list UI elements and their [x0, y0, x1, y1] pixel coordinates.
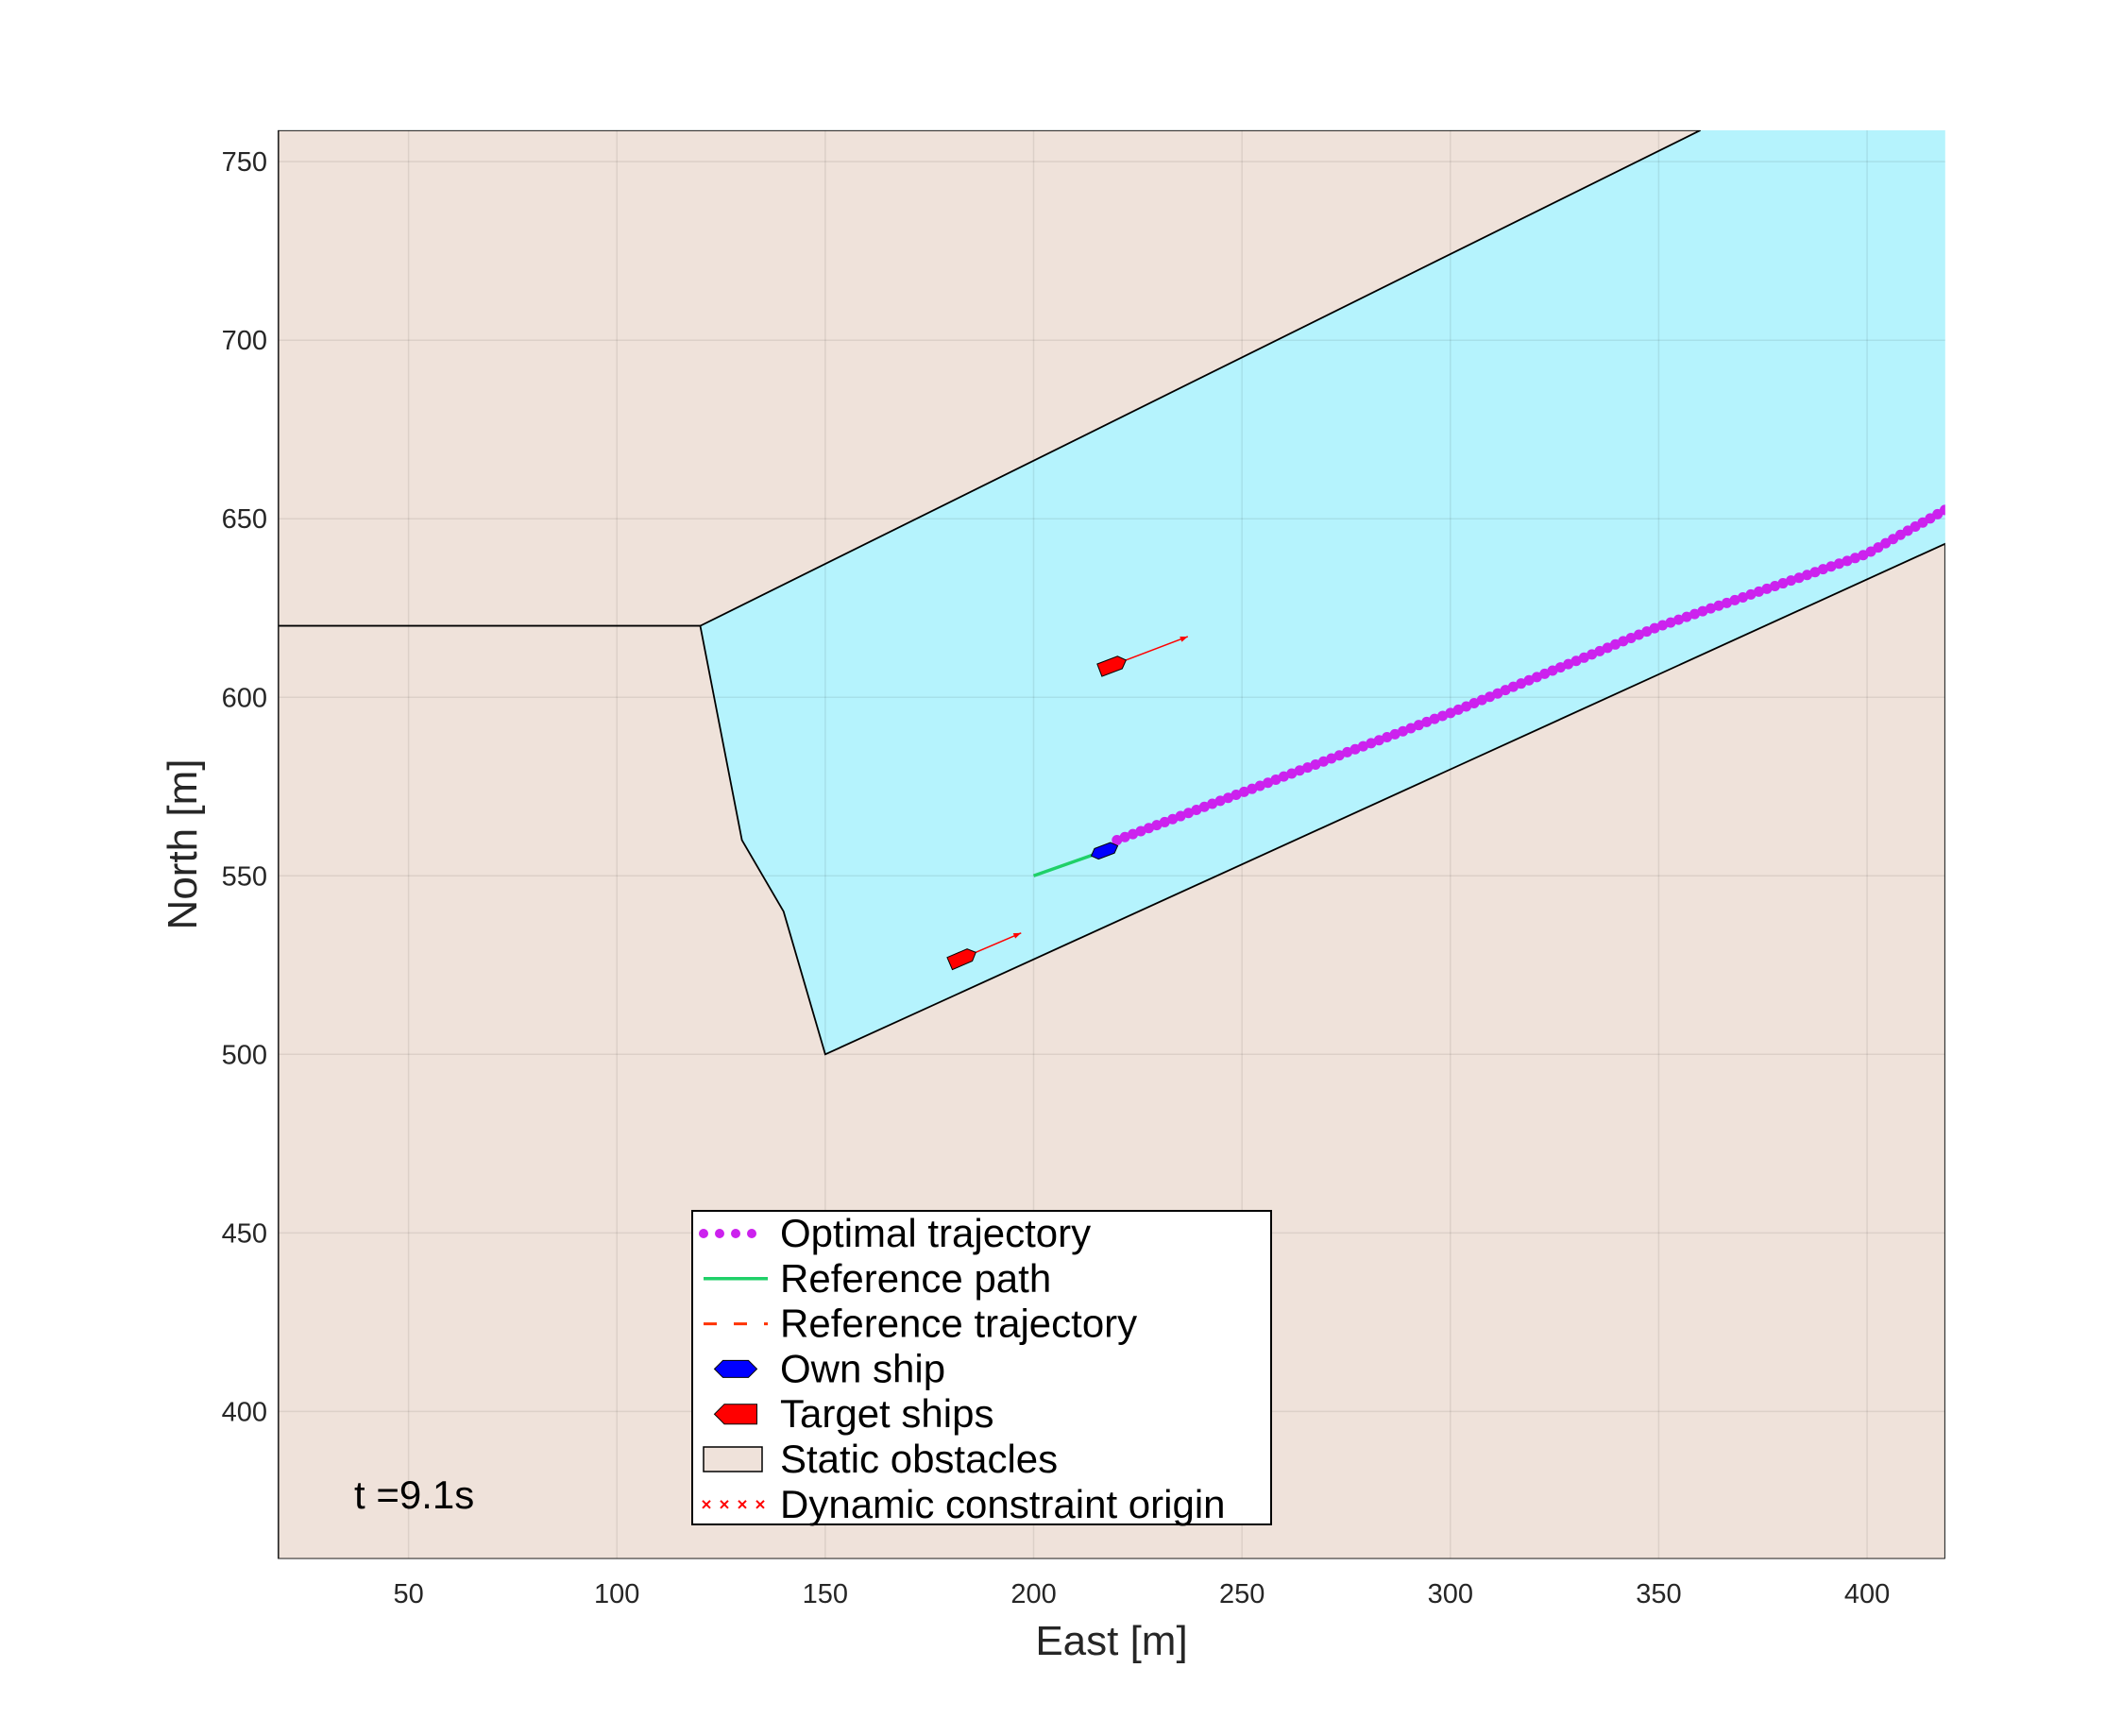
- legend-swatch: [738, 1500, 747, 1509]
- legend-swatch: [702, 1500, 711, 1509]
- own-ship: [1090, 842, 1119, 860]
- x-tick-label: 300: [1428, 1579, 1473, 1609]
- legend-swatch: [703, 1446, 763, 1472]
- legend-swatch: [755, 1500, 765, 1509]
- target-arrowhead: [1012, 932, 1022, 939]
- x-tick-label: 200: [1010, 1579, 1056, 1609]
- time-annotation: t =9.1s: [354, 1472, 474, 1517]
- legend-label: Static obstacles: [780, 1437, 1058, 1481]
- x-axis-label: East [m]: [1035, 1618, 1187, 1664]
- legend-box: [691, 1210, 1272, 1525]
- y-tick-label: 650: [222, 504, 267, 535]
- legend-label: Reference path: [780, 1256, 1051, 1301]
- legend-swatch: [713, 1359, 758, 1378]
- legend-label: Dynamic constraint origin: [780, 1482, 1226, 1526]
- y-tick-label: 400: [222, 1397, 267, 1427]
- legend-swatch: [720, 1500, 729, 1509]
- legend-label: Target ships: [780, 1391, 993, 1436]
- y-tick-label: 500: [222, 1040, 267, 1070]
- ticks: 50 100 150 200 250 300 350 400 400 450 500 550 600 65…: [222, 147, 1891, 1609]
- y-tick-label: 600: [222, 683, 267, 713]
- y-tick-label: 700: [222, 326, 267, 356]
- target-ship: [946, 948, 976, 971]
- target-arrowhead: [1180, 636, 1188, 642]
- y-tick-label: 450: [222, 1218, 267, 1249]
- x-tick-label: 400: [1844, 1579, 1890, 1609]
- x-tick-label: 50: [393, 1579, 423, 1609]
- y-tick-label: 750: [222, 147, 267, 178]
- x-tick-label: 100: [594, 1579, 639, 1609]
- legend-swatch: [713, 1404, 757, 1425]
- target-ship: [1096, 655, 1128, 677]
- x-tick-label: 150: [803, 1579, 848, 1609]
- y-tick-label: 550: [222, 861, 267, 892]
- legend-label: Own ship: [780, 1346, 945, 1390]
- legend-label: Reference trajectory: [780, 1302, 1137, 1346]
- optimal-trajectory: [1112, 504, 1945, 845]
- x-tick-label: 350: [1636, 1579, 1681, 1609]
- y-axis-label: North [m]: [160, 759, 206, 930]
- legend-label: Optimal trajectory: [780, 1211, 1091, 1255]
- x-tick-label: 250: [1219, 1579, 1265, 1609]
